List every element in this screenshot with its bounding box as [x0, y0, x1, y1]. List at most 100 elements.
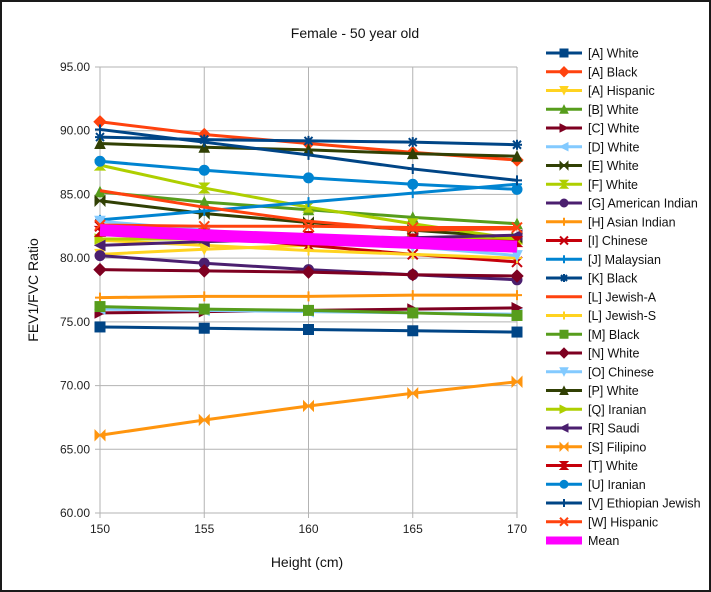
- marker-square: [511, 309, 523, 321]
- legend-item: [T] White: [546, 459, 638, 473]
- marker-plus: [303, 197, 314, 208]
- y-tick-label: 60.00: [60, 506, 90, 520]
- marker-hourglass: [558, 179, 570, 189]
- y-tick-label: 75.00: [60, 315, 90, 329]
- marker-triangle-left: [558, 423, 569, 433]
- legend-item: [R] Saudi: [546, 422, 639, 436]
- y-tick-label: 95.00: [60, 60, 90, 74]
- legend-label: [L] Jewish-S: [588, 309, 656, 323]
- legend-label: [N] White: [588, 347, 639, 361]
- legend-item: [Q] Iranian: [546, 403, 646, 417]
- y-tick-label: 85.00: [60, 187, 90, 201]
- series-line: [99, 224, 518, 253]
- marker-x: [511, 221, 523, 234]
- legend-item: [E] White: [546, 159, 639, 173]
- legend-item: [L] Jewish-A: [546, 290, 657, 304]
- legend-item: [O] Chinese: [546, 365, 654, 379]
- legend-label: [R] Saudi: [588, 422, 639, 436]
- marker-plus: [560, 255, 568, 264]
- legend-item: [G] American Indian: [546, 197, 698, 211]
- marker-triangle-up: [198, 141, 211, 153]
- marker-plus: [560, 311, 568, 320]
- marker-square: [94, 321, 106, 333]
- marker-circle: [94, 250, 106, 262]
- marker-plus: [512, 290, 522, 301]
- y-axis-ticks: 60.00 65.00 70.00 75.00 80.00 85.00 90.00 95.00: [60, 60, 90, 520]
- legend-item: Mean: [546, 534, 619, 548]
- x-tick-label: 155: [194, 522, 214, 536]
- marker-hourglass: [198, 182, 211, 194]
- marker-bowtie: [407, 387, 419, 400]
- marker-x: [302, 220, 315, 232]
- legend-item: [W] Hispanic: [546, 515, 658, 529]
- legend-item: [F] White: [546, 178, 638, 192]
- marker-plus: [199, 137, 210, 148]
- legend-item: [B] White: [546, 103, 639, 117]
- marker-bowtie: [303, 399, 314, 413]
- marker-circle: [511, 183, 523, 195]
- legend-item: [M] Black: [546, 328, 640, 342]
- x-tick-label: 160: [298, 522, 318, 536]
- y-tick-label: 80.00: [60, 251, 90, 265]
- marker-square: [94, 301, 106, 313]
- marker-triangle-up: [559, 104, 569, 114]
- marker-bowtie: [94, 429, 106, 442]
- marker-diamond: [93, 262, 107, 277]
- marker-asterisk: [407, 137, 418, 148]
- legend-label: [U] Iranian: [588, 478, 646, 492]
- marker-triangle-up: [94, 137, 106, 149]
- x-tick-label: 165: [403, 522, 423, 536]
- legend-label: [Q] Iranian: [588, 403, 646, 417]
- marker-triangle-left: [558, 141, 569, 152]
- legend-label: [S] Filipino: [588, 440, 646, 454]
- legend-item: [K] Black: [546, 272, 638, 286]
- marker-square: [198, 303, 210, 315]
- legend-item: [P] White: [546, 384, 639, 398]
- legend-label: [I] Chinese: [588, 234, 648, 248]
- legend-label: [K] Black: [588, 272, 638, 286]
- legend-label: [M] Black: [588, 328, 640, 342]
- marker-circle: [303, 172, 314, 184]
- marker-asterisk: [95, 132, 105, 143]
- series-mean: [99, 224, 518, 253]
- marker-square: [407, 325, 419, 337]
- marker-plus: [95, 124, 105, 135]
- marker-square: [511, 326, 523, 338]
- series-n-white: [93, 262, 524, 283]
- series-v-ethiopian-jewish: [95, 124, 522, 186]
- marker-square: [303, 304, 314, 316]
- marker-diamond: [406, 268, 420, 282]
- series-h-asian-indian: [95, 290, 522, 303]
- legend-label: [G] American Indian: [588, 197, 698, 211]
- marker-circle: [407, 178, 419, 190]
- legend-label: [A] Hispanic: [588, 84, 655, 98]
- x-axis-title: Height (cm): [271, 554, 343, 570]
- legend-label: [D] White: [588, 140, 639, 154]
- legend-label: [W] Hispanic: [588, 515, 658, 529]
- legend-item: [D] White: [546, 140, 639, 154]
- legend-label: [B] White: [588, 103, 639, 117]
- marker-plus: [303, 291, 314, 302]
- marker-triangle-right: [559, 404, 570, 415]
- marker-x: [559, 235, 569, 246]
- legend-item: [L] Jewish-S: [546, 309, 656, 323]
- marker-asterisk: [303, 135, 314, 146]
- legend-item: [A] Black: [546, 65, 638, 79]
- legend: [A] White [A] Black [A] Hispanic [B] White […: [546, 47, 701, 548]
- marker-square: [198, 322, 210, 334]
- marker-asterisk: [512, 139, 522, 150]
- marker-circle: [559, 198, 569, 208]
- legend-label: [H] Asian Indian: [588, 215, 676, 229]
- legend-label: [T] White: [588, 459, 638, 473]
- legend-item: [H] Asian Indian: [546, 215, 676, 229]
- marker-square: [559, 329, 569, 339]
- marker-asterisk: [560, 274, 568, 282]
- series-l-jewish-a: [99, 189, 518, 232]
- legend-label: [E] White: [588, 159, 639, 173]
- legend-item: [S] Filipino: [546, 440, 646, 454]
- marker-x: [407, 221, 419, 234]
- x-tick-label: 170: [507, 522, 527, 536]
- marker-bowtie: [94, 194, 106, 208]
- legend-label: [P] White: [588, 384, 639, 398]
